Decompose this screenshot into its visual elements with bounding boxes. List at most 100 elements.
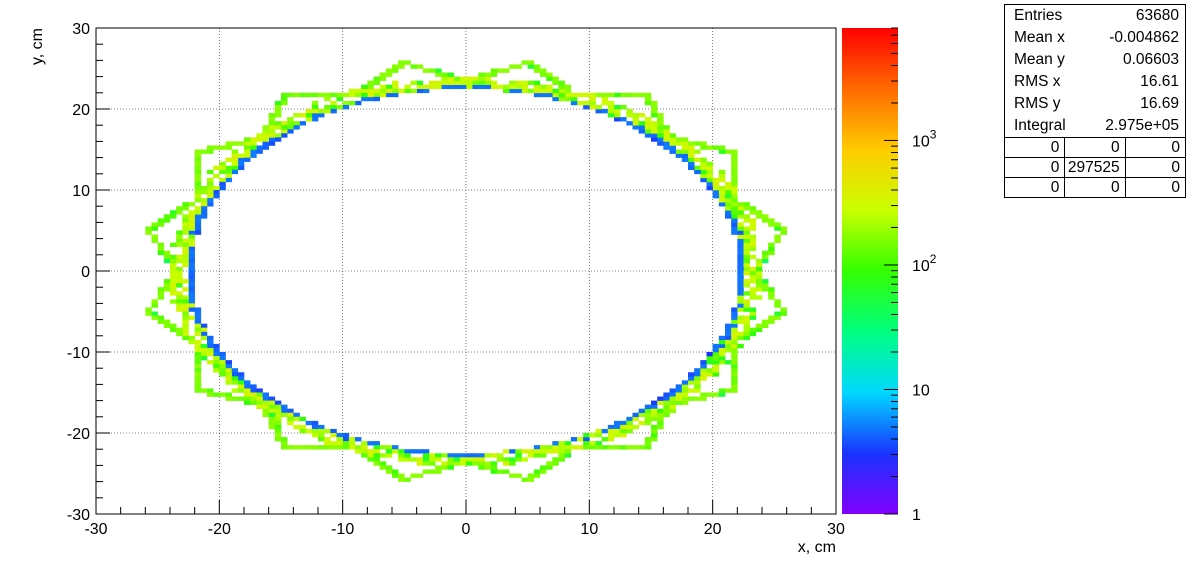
histogram-cell: [231, 169, 239, 175]
histogram-cell: [688, 145, 695, 150]
histogram-cell: [762, 287, 769, 292]
histogram-cell: [194, 384, 202, 389]
histogram-cell: [737, 275, 744, 280]
histogram-cell: [237, 161, 245, 166]
histogram-cell: [330, 441, 337, 446]
histogram-cell: [546, 72, 553, 77]
histogram-cell: [737, 246, 744, 252]
histogram-cell: [546, 461, 553, 466]
histogram-cell: [194, 352, 202, 357]
histogram-cell: [194, 177, 202, 183]
histogram-cell: [330, 445, 337, 450]
histogram-cell: [256, 388, 263, 393]
histogram-cell: [188, 299, 195, 304]
histogram-cell: [268, 416, 276, 422]
histogram-cell: [632, 125, 639, 130]
histogram-cell: [194, 206, 202, 211]
histogram-cell: [219, 145, 226, 150]
x-tick-label: 20: [704, 521, 722, 538]
histogram-cell: [521, 449, 528, 454]
histogram-cell: [540, 453, 547, 458]
histogram-cell: [262, 141, 269, 146]
histogram-cell: [268, 117, 276, 122]
histogram-cell: [601, 92, 609, 98]
histogram-cell: [188, 307, 195, 312]
histogram-cell: [731, 222, 738, 227]
histogram-cell: [552, 96, 559, 102]
histogram-cell: [466, 80, 473, 85]
histogram-cell: [299, 428, 306, 434]
histogram-cell: [601, 96, 609, 102]
histogram-cell: [163, 319, 171, 324]
histogram-cell: [540, 445, 547, 450]
histogram-cell: [163, 254, 171, 260]
histogram-cell: [607, 113, 615, 118]
histogram-cell: [188, 335, 195, 341]
histogram-cell: [435, 84, 442, 90]
histogram-cell: [213, 343, 220, 349]
histogram-cell: [416, 64, 424, 69]
histogram-cell: [305, 420, 313, 426]
histogram-cell: [207, 392, 214, 397]
histogram-cell: [632, 445, 639, 450]
stats-label: Mean y: [1014, 51, 1065, 68]
histogram-cell: [583, 433, 590, 438]
histogram-cell: [182, 307, 189, 312]
histogram-cell: [669, 408, 676, 414]
histogram-cell: [712, 145, 720, 150]
histogram-cell: [176, 295, 183, 300]
histogram-cell: [429, 457, 436, 462]
histogram-cell: [459, 76, 467, 81]
stats-row: Integral 2.975e+05: [1005, 115, 1185, 137]
histogram-cell: [725, 388, 732, 393]
histogram-cell: [367, 96, 374, 102]
histogram-cell: [533, 453, 541, 458]
histogram-cell: [385, 449, 393, 454]
histogram-cell: [188, 202, 195, 207]
histogram-cell: [614, 428, 621, 434]
histogram-cell: [336, 104, 343, 110]
histogram-cell: [237, 141, 245, 146]
histogram-cell: [182, 311, 189, 316]
stats-row: Mean x -0.004862: [1005, 27, 1185, 49]
histogram-cell: [509, 449, 516, 454]
histogram-cell: [681, 380, 689, 385]
histogram-cell: [182, 250, 189, 256]
histogram-cell: [731, 331, 738, 337]
histogram-cell: [262, 145, 269, 150]
histogram-cell: [194, 339, 202, 345]
histogram-cell: [644, 416, 652, 422]
histogram-cell: [429, 80, 436, 85]
histogram-cell: [595, 104, 602, 110]
histogram-cell: [281, 92, 288, 98]
histogram-cell: [207, 339, 214, 345]
histogram-cell: [644, 420, 652, 426]
histogram-cell: [441, 461, 448, 466]
histogram-cell: [657, 400, 664, 405]
histogram-cell: [490, 84, 498, 90]
histogram-cell: [700, 165, 707, 171]
histogram-cell: [176, 279, 183, 284]
histogram-cell: [552, 76, 559, 81]
histogram-cell: [225, 396, 232, 401]
histogram-cell: [398, 60, 405, 65]
histogram-cell: [749, 295, 757, 300]
histogram-cell: [207, 352, 214, 357]
histogram-cell: [663, 400, 670, 405]
histogram-cell: [546, 84, 553, 90]
histogram-cell: [170, 283, 177, 288]
histogram-cell: [287, 420, 294, 426]
histogram-cell: [176, 291, 183, 296]
histogram-cell: [706, 360, 713, 365]
histogram-cell: [762, 319, 769, 324]
histogram-cell: [466, 76, 473, 81]
histogram-cell: [219, 177, 226, 183]
histogram-cell: [373, 88, 380, 94]
histogram-cell: [398, 453, 405, 458]
histogram-cell: [731, 339, 738, 345]
histogram-cell: [669, 149, 676, 154]
histogram-cell: [484, 461, 491, 466]
histogram-cell: [731, 343, 738, 349]
histogram-cell: [533, 473, 541, 478]
histogram-cell: [755, 210, 763, 215]
